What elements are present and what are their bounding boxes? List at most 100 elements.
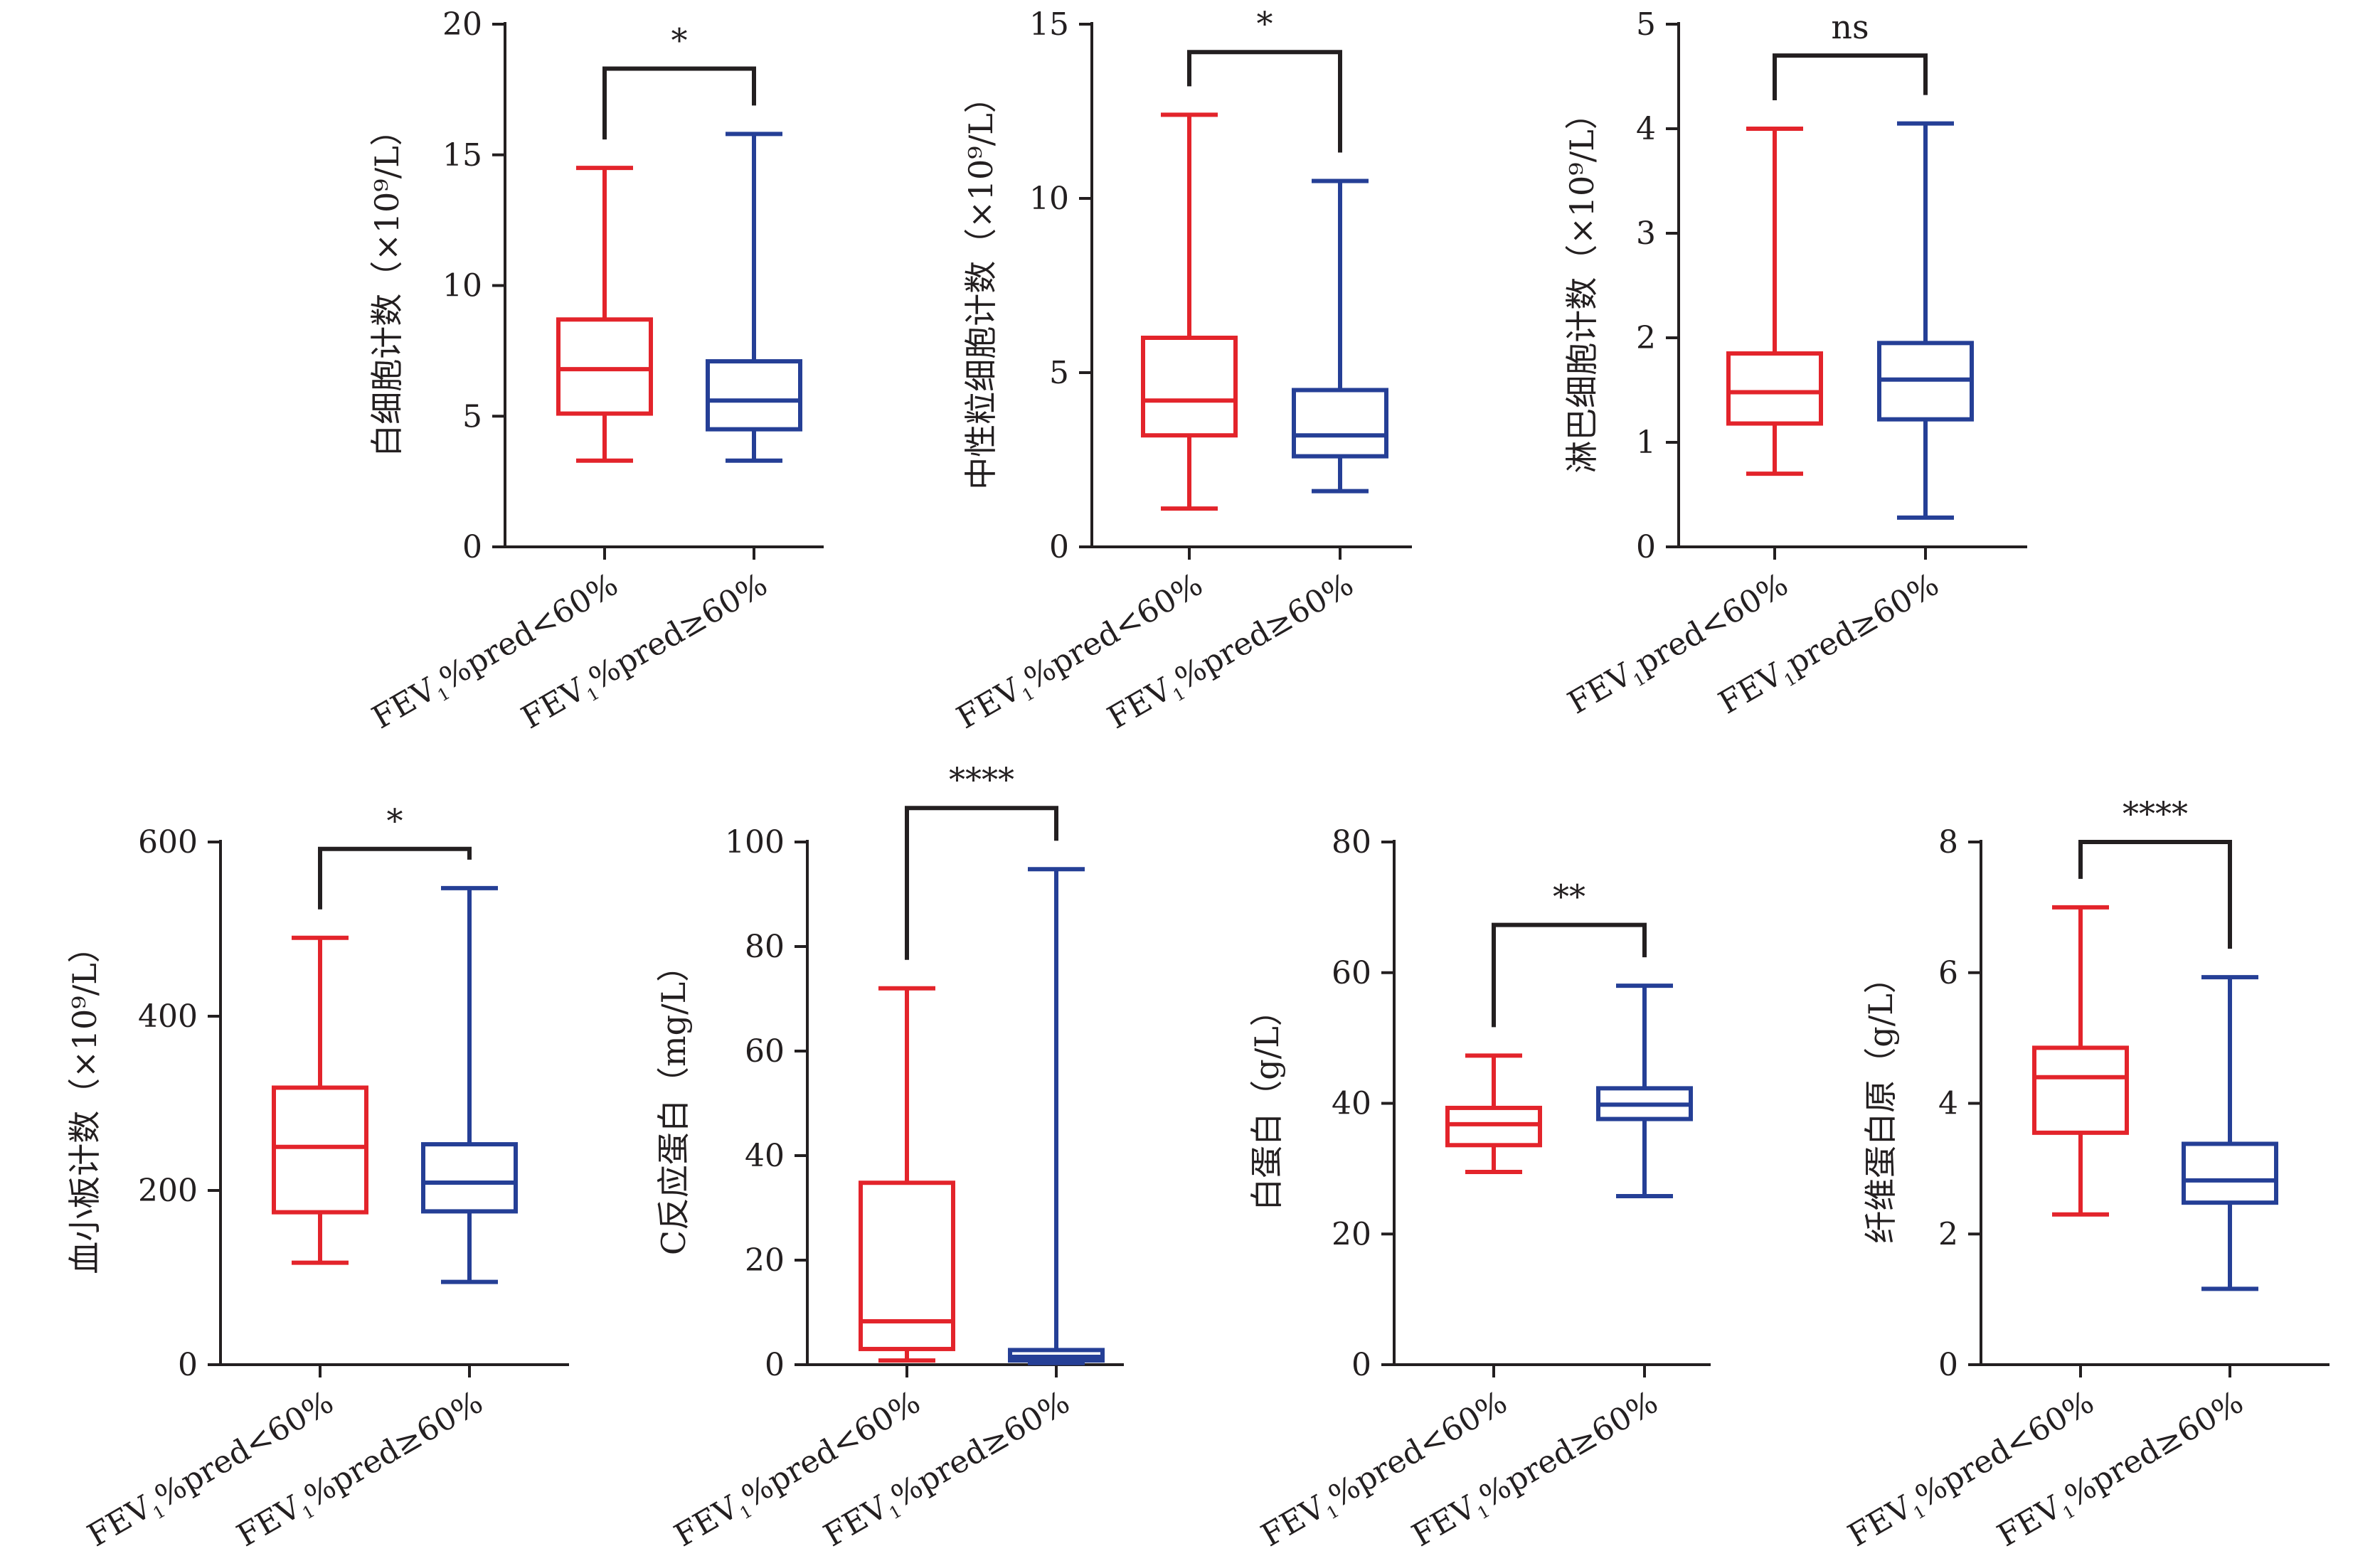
significance-label: * [671, 21, 688, 59]
iqr-box [272, 1085, 368, 1215]
box-2 [2182, 975, 2278, 1291]
y-axis-label: 中性粒细胞计数（×10⁹/L） [962, 80, 1000, 490]
box-2 [1877, 121, 1974, 520]
y-tick-label: 10 [1029, 181, 1069, 217]
y-tick-label: 0 [178, 1347, 198, 1383]
box-1 [2032, 905, 2129, 1217]
category-label: FEV1%pred≥60% [1992, 1384, 2251, 1551]
y-tick-label: 0 [1636, 529, 1656, 565]
y-tick-label: 3 [1636, 215, 1656, 252]
chart-panel-6: 0 20 40 60 80 白蛋白（g/L） FEV1%pred<60%FEV1%pred≥… [1248, 824, 1711, 1551]
y-axis-label: 血小板计数（×10⁹/L） [65, 930, 104, 1274]
y-tick-label: 0 [765, 1347, 785, 1383]
significance-label: * [387, 801, 403, 840]
chart-panel-4: 0 200 400 600 血小板计数（×10⁹/L） FEV1%pred<60%FEV1… [65, 801, 569, 1551]
iqr-box [2182, 1141, 2278, 1205]
y-axis-label: 白细胞计数（×10⁹/L） [368, 113, 406, 457]
significance-label: * [1257, 4, 1273, 43]
category-label: FEV1%pred≥60% [1406, 1384, 1666, 1551]
category-label: FEV1%pred<60% [1255, 1384, 1515, 1551]
iqr-box [859, 1180, 955, 1351]
y-tick-label: 600 [138, 824, 198, 860]
y-tick-label: 5 [1049, 355, 1069, 391]
significance-label: ns [1831, 8, 1869, 46]
category-label: FEV1%pred<60% [82, 1384, 341, 1551]
y-axis-label: 淋巴细胞计数（×10⁹/L） [1563, 97, 1601, 474]
y-tick-label: 8 [1938, 824, 1958, 860]
box-1 [1141, 112, 1238, 511]
significance-bracket [1492, 922, 1647, 1028]
significance-bracket [602, 66, 756, 140]
y-tick-label: 0 [1351, 1347, 1371, 1383]
iqr-box [1292, 388, 1388, 459]
y-tick-label: 80 [745, 929, 785, 965]
y-tick-label: 80 [1332, 824, 1371, 860]
iqr-box [1726, 351, 1823, 426]
y-tick-label: 20 [745, 1242, 785, 1279]
y-tick-label: 10 [442, 268, 482, 304]
significance-label: **** [2123, 794, 2188, 833]
y-tick-label: 20 [1332, 1216, 1371, 1252]
chart-panel-2: 0 5 10 15 中性粒细胞计数（×10⁹/L） FEV1%pred<60%FEV1%p… [951, 4, 1412, 739]
y-tick-label: 0 [1938, 1347, 1958, 1383]
box-1 [1726, 127, 1823, 476]
y-tick-label: 1 [1636, 425, 1656, 461]
significance-bracket [1773, 53, 1928, 100]
y-tick-label: 40 [745, 1138, 785, 1174]
significance-bracket [318, 846, 472, 910]
box-1 [556, 166, 653, 463]
y-tick-label: 100 [725, 824, 785, 860]
box-1 [1445, 1053, 1542, 1174]
y-tick-label: 15 [1029, 6, 1069, 43]
iqr-box [421, 1142, 518, 1214]
category-label: FEV1%pred≥60% [1102, 566, 1361, 739]
significance-label: **** [949, 760, 1014, 799]
chart-panel-1: 0 5 10 15 20 白细胞计数（×10⁹/L） FEV1%pred<60%FEV1%p… [366, 6, 824, 739]
y-tick-label: 15 [442, 137, 482, 174]
y-axis-label: 纤维蛋白原（g/L） [1861, 961, 1900, 1244]
category-label: FEV1%pred<60% [1842, 1384, 2102, 1551]
significance-label: ** [1553, 878, 1585, 916]
y-axis-label: 白蛋白（g/L） [1248, 993, 1286, 1211]
y-tick-label: 0 [462, 529, 482, 565]
y-tick-label: 60 [745, 1033, 785, 1070]
box-2 [1008, 867, 1105, 1365]
y-axis-label: C反应蛋白（mg/L） [654, 949, 693, 1255]
y-tick-label: 0 [1049, 529, 1069, 565]
category-label: FEV1%pred≥60% [818, 1384, 1078, 1551]
significance-bracket [905, 806, 1058, 960]
iqr-box [706, 359, 802, 432]
category-label: FEV1%pred≥60% [231, 1384, 491, 1551]
y-tick-label: 60 [1332, 955, 1371, 991]
iqr-box [556, 317, 653, 416]
category-label: FEV1%pred≥60% [516, 566, 775, 739]
box-2 [1292, 178, 1388, 494]
significance-bracket [1187, 50, 1342, 153]
y-tick-label: 20 [442, 6, 482, 43]
iqr-box [1445, 1105, 1542, 1148]
category-label: FEV1%pred<60% [951, 566, 1211, 739]
y-tick-label: 4 [1636, 111, 1656, 147]
y-tick-label: 5 [1636, 6, 1656, 43]
box-2 [421, 885, 518, 1284]
box-2 [706, 132, 802, 463]
chart-panel-3: 012345淋巴细胞计数（×10⁹/L）FEV1pred<60%FEV1pred… [1562, 6, 2027, 721]
y-tick-label: 6 [1938, 955, 1958, 991]
category-label: FEV1%pred<60% [366, 566, 626, 739]
chart-panel-7: 0 2 4 6 8 纤维蛋白原（g/L） FEV1%pred<60%FEV1%pred≥60… [1842, 794, 2329, 1551]
significance-bracket [2078, 840, 2232, 949]
y-tick-label: 2 [1938, 1216, 1958, 1252]
box-1 [272, 935, 368, 1265]
category-label: FEV1%pred<60% [669, 1384, 928, 1551]
y-tick-label: 400 [138, 998, 198, 1035]
y-tick-label: 5 [462, 398, 482, 435]
box-2 [1596, 984, 1693, 1198]
box-1 [859, 986, 955, 1363]
y-tick-label: 40 [1332, 1086, 1371, 1122]
y-tick-label: 4 [1938, 1086, 1958, 1122]
iqr-box [2032, 1045, 2129, 1135]
y-tick-label: 200 [138, 1173, 198, 1209]
chart-panel-5: 0 20 40 60 80 100 C反应蛋白（mg/L） FEV1%pred<60%FEV1… [654, 760, 1124, 1551]
iqr-box [1141, 336, 1238, 438]
